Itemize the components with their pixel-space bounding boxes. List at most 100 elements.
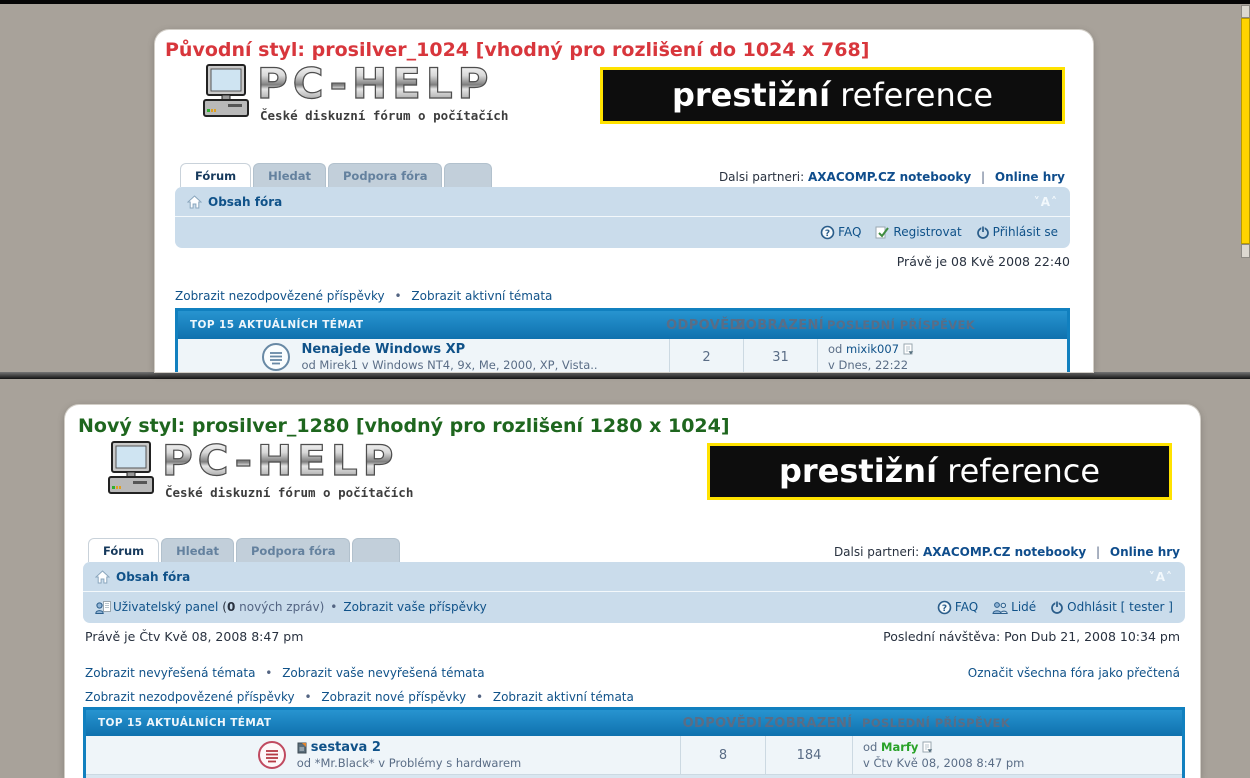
- partners-label: Dalsi partneri:: [718, 170, 805, 184]
- partner-link-axacomp[interactable]: AXACOMP.CZ notebooky: [808, 170, 972, 184]
- bullet-separator: •: [394, 289, 402, 303]
- goto-last-post-icon[interactable]: [922, 741, 933, 753]
- tab-hledat[interactable]: Hledat: [161, 538, 234, 562]
- font-size-widget[interactable]: ˅A˄: [1033, 194, 1058, 209]
- views-count: 31: [743, 339, 817, 372]
- partners-label: Dalsi partneri:: [833, 545, 920, 559]
- quick-links-row: Zobrazit nezodpovězené příspěvky • Zobra…: [175, 289, 552, 303]
- topic-title-link[interactable]: Nenajede Windows XP: [301, 342, 466, 357]
- logo-tagline: České diskuzní fórum o počítačích: [165, 485, 414, 500]
- login-label: Přihlásit se: [992, 225, 1058, 239]
- last-post-prefix: od: [828, 342, 843, 356]
- topic-title-link[interactable]: sestava 2: [310, 740, 381, 755]
- power-icon: [1050, 600, 1064, 614]
- question-icon: ?: [937, 600, 952, 615]
- link-unanswered-posts[interactable]: Zobrazit nezodpovězené příspěvky: [85, 690, 295, 704]
- link-active-topics[interactable]: Zobrazit aktivní témata: [492, 690, 634, 704]
- tab-podpora-fora[interactable]: Podpora fóra: [236, 538, 351, 562]
- tab-forum[interactable]: Fórum: [180, 163, 252, 187]
- logo-wordmark: PC-HELP: [256, 59, 494, 108]
- login-link[interactable]: Přihlásit se: [976, 225, 1058, 239]
- link-your-unsolved-topics[interactable]: Zobrazit vaše nevyřešená témata: [282, 666, 485, 680]
- col-views: ZOBRAZENÍ: [735, 317, 825, 333]
- style-title-1280: Nový styl: prosilver_1280 [vhodný pro ro…: [78, 415, 730, 437]
- mark-forums-read-link: Označit všechna fóra jako přečtená: [968, 666, 1180, 680]
- banner-regular-text: reference: [937, 452, 1101, 490]
- banner-regular-text: reference: [830, 76, 994, 114]
- new-post-page-icon: [297, 742, 307, 754]
- pipe-separator: |: [981, 170, 986, 184]
- top-topics-table: TOP 15 AKTUÁLNÍCH TÉMAT ODPOVĚDI ZOBRAZE…: [175, 308, 1070, 372]
- table-title: TOP 15 AKTUÁLNÍCH TÉMAT: [190, 319, 364, 331]
- banner-bold-text: prestižní: [778, 452, 938, 490]
- logout-label: Odhlásit [ tester ]: [1067, 600, 1173, 614]
- col-replies: ODPOVĚDI: [666, 317, 746, 333]
- screenshot-divider: [0, 372, 1250, 379]
- tab-empty[interactable]: [352, 538, 401, 562]
- topic-status-icon-unread: [257, 740, 287, 770]
- last-post-time: v Čtv Kvě 08, 2008 8:47 pm: [863, 756, 1025, 770]
- last-post-author-link[interactable]: mixik007: [846, 342, 900, 356]
- topic-byline: od Mirek1 v Windows NT4, 9x, Me, 2000, X…: [301, 358, 598, 372]
- scrollbar-thumb[interactable]: [1241, 18, 1250, 244]
- link-unsolved-topics[interactable]: Zobrazit nevyřešená témata: [85, 666, 256, 680]
- tab-podpora-fora[interactable]: Podpora fóra: [328, 163, 443, 187]
- tab-empty[interactable]: [444, 163, 493, 187]
- members-link[interactable]: Lidé: [992, 600, 1036, 614]
- nav-tabs: Fórum Hledat Podpora fóra: [180, 163, 493, 187]
- logo-tagline: České diskuzní fórum o počítačích: [260, 108, 509, 123]
- members-label: Lidé: [1011, 600, 1037, 614]
- scrollbar-down-button[interactable]: [1241, 244, 1250, 258]
- style-title-1024: Původní styl: prosilver_1024 [vhodný pro…: [165, 39, 870, 61]
- last-post-author-line: od mixik007: [828, 341, 1067, 357]
- link-your-posts[interactable]: Zobrazit vaše příspěvky: [343, 600, 487, 614]
- partner-link-online-hry[interactable]: Online hry: [994, 170, 1065, 184]
- partner-link-axacomp[interactable]: AXACOMP.CZ notebooky: [923, 545, 1087, 559]
- computer-icon: [105, 440, 157, 496]
- breadcrumb[interactable]: Obsah fóra: [116, 569, 191, 584]
- link-unanswered-posts[interactable]: Zobrazit nezodpovězené příspěvky: [175, 289, 385, 303]
- table-title: TOP 15 AKTUÁLNÍCH TÉMAT: [98, 717, 272, 729]
- prestizni-reference-banner[interactable]: prestižní reference: [600, 67, 1065, 124]
- prestizni-reference-banner[interactable]: prestižní reference: [707, 443, 1172, 500]
- tab-forum[interactable]: Fórum: [88, 538, 160, 562]
- register-label: Registrovat: [893, 225, 962, 239]
- goto-last-post-icon[interactable]: [903, 343, 914, 355]
- unsolved-links-row: Zobrazit nevyřešená témata • Zobrazit va…: [85, 666, 485, 680]
- col-replies: ODPOVĚDI: [682, 715, 763, 731]
- people-icon: [992, 601, 1008, 614]
- quick-links-row: Zobrazit nezodpovězené příspěvky • Zobra…: [85, 690, 634, 704]
- bullet-separator: •: [330, 600, 338, 614]
- messages-pre: (: [222, 600, 227, 614]
- faq-label: FAQ: [954, 600, 979, 614]
- faq-link[interactable]: ? FAQ: [937, 600, 978, 615]
- home-icon: [187, 194, 202, 209]
- mark-read-label[interactable]: Označit všechna fóra jako přečtená: [967, 666, 1180, 680]
- bullet-separator: •: [304, 690, 312, 704]
- last-post-prefix: od: [863, 740, 878, 754]
- last-post-author-link[interactable]: Marfy: [881, 740, 919, 754]
- logout-link[interactable]: Odhlásit [ tester ]: [1050, 600, 1173, 614]
- partner-link-online-hry[interactable]: Online hry: [1109, 545, 1180, 559]
- forum-screenshot-1024: Původní styl: prosilver_1024 [vhodný pro…: [155, 30, 1093, 372]
- question-icon: ?: [820, 225, 835, 240]
- faq-link[interactable]: ? FAQ: [820, 225, 861, 240]
- register-icon: [875, 225, 890, 239]
- replies-count: 8: [680, 736, 765, 774]
- link-active-topics[interactable]: Zobrazit aktivní témata: [411, 289, 553, 303]
- link-new-posts[interactable]: Zobrazit nové příspěvky: [321, 690, 467, 704]
- power-icon: [976, 225, 990, 239]
- tab-hledat[interactable]: Hledat: [253, 163, 326, 187]
- scrollbar[interactable]: [1241, 5, 1250, 260]
- font-size-widget[interactable]: ˅A˄: [1148, 569, 1173, 584]
- scrollbar-up-button[interactable]: [1241, 5, 1250, 18]
- breadcrumb[interactable]: Obsah fóra: [208, 194, 283, 209]
- top-topics-table: TOP 15 AKTUÁLNÍCH TÉMAT ODPOVĚDI ZOBRAZE…: [83, 707, 1185, 778]
- current-time: Právě je Čtv Kvě 08, 2008 8:47 pm: [85, 629, 304, 644]
- user-panel-link[interactable]: Uživatelský panel: [113, 600, 219, 614]
- faq-label: FAQ: [838, 225, 862, 239]
- table-row: Nenajede Windows XP od Mirek1 v Windows …: [178, 339, 1067, 372]
- table-row: sestava 2 od *Mr.Black* v Problémy s har…: [86, 736, 1182, 774]
- register-link[interactable]: Registrovat: [875, 225, 962, 239]
- logo-wordmark: PC-HELP: [161, 436, 399, 485]
